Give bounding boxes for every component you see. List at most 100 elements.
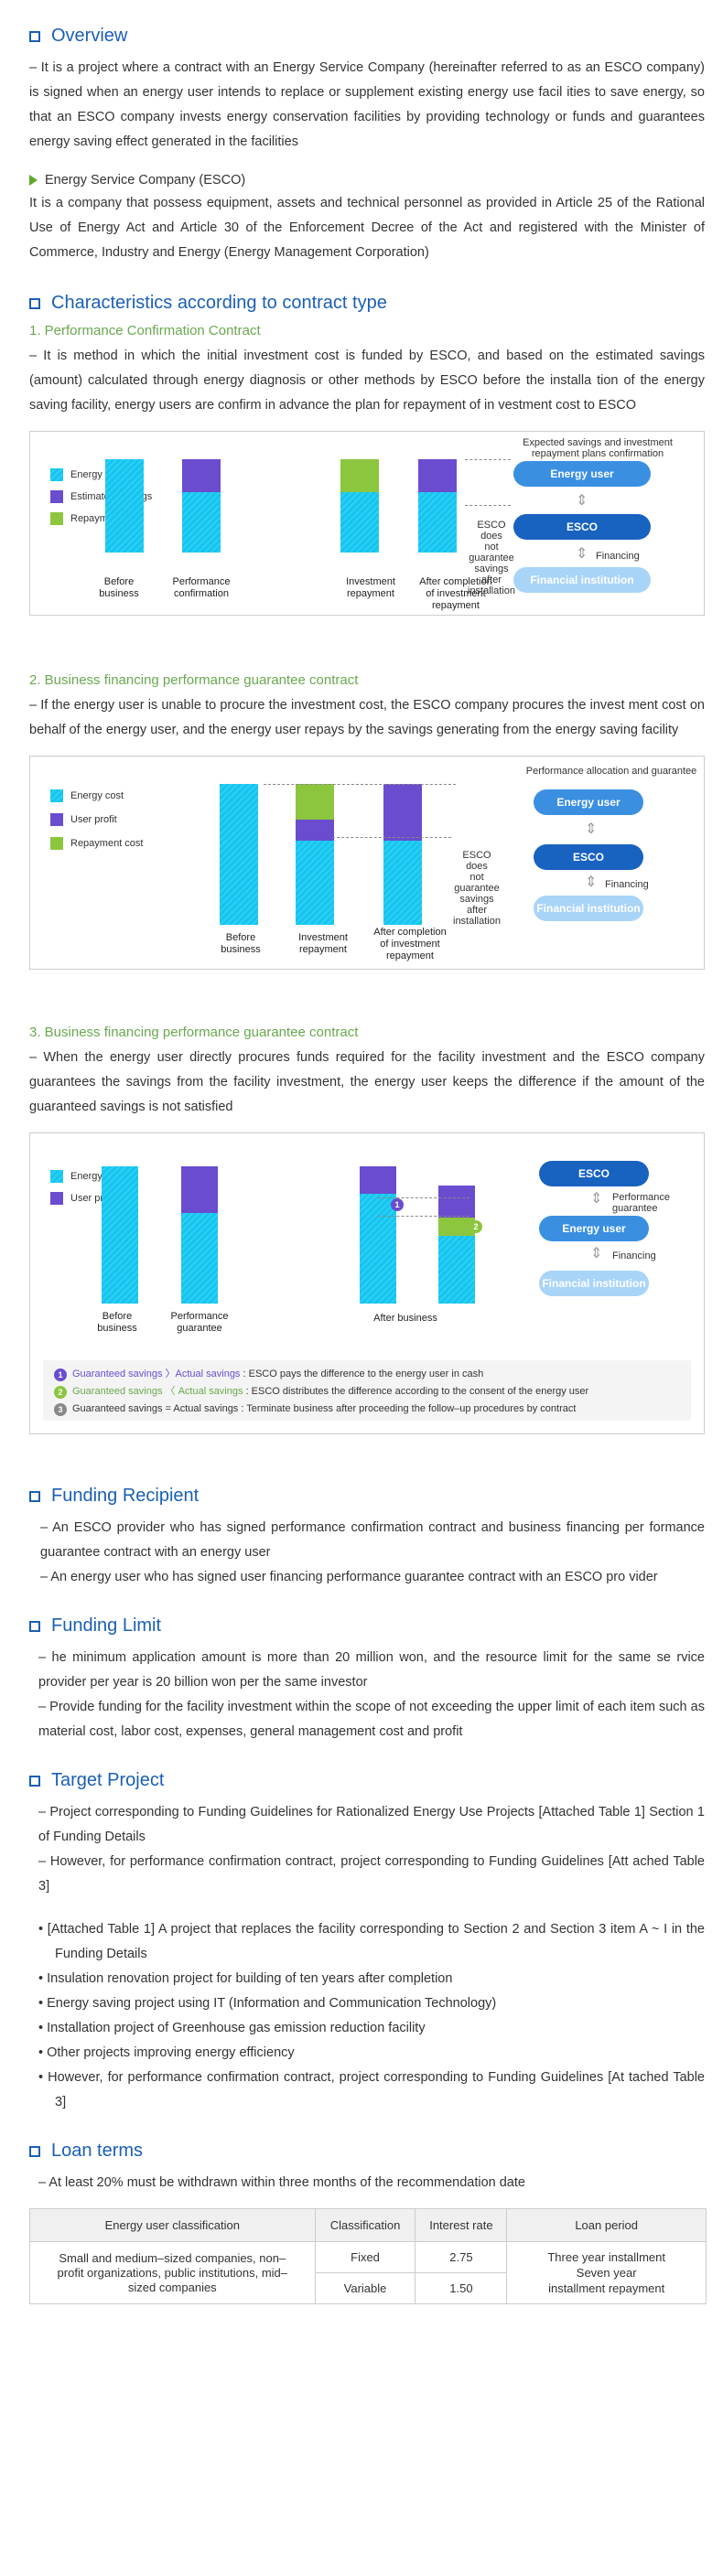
legend-label: Energy cost	[70, 790, 124, 801]
x-label: Performance confirmation	[156, 576, 247, 600]
dashed-guide	[332, 837, 451, 838]
contract-type-3-text: – When the energy user directly procures…	[29, 1050, 705, 1114]
loan-terms-text: – At least 20% must be withdrawn within …	[38, 2175, 525, 2190]
note-condition: Guaranteed savings 〉Actual savings	[72, 1368, 241, 1379]
section-funding-limit: Funding Limit – he minimum application a…	[29, 1615, 705, 1744]
user-classification-cell: Small and medium–sized companies, non–pr…	[29, 2241, 316, 2304]
financing-label: Financing	[596, 551, 640, 562]
note-action: : Terminate business after proceeding th…	[241, 1403, 577, 1414]
legend-user-profit: User profit	[50, 813, 117, 826]
square-bullet-icon	[29, 297, 40, 309]
square-bullet-icon	[29, 1775, 40, 1787]
target-item: – However, for performance confirmation …	[38, 1854, 705, 1894]
recipient-item: – An energy user who has signed user fin…	[40, 1570, 658, 1584]
table-header: Loan period	[506, 2208, 707, 2242]
diagram-performance-confirmation: Energy cost Estimated savings Repayment …	[29, 431, 705, 616]
performance-guarantee-label: Performance guarantee	[612, 1192, 670, 1214]
bar-energy-cost	[438, 1232, 475, 1304]
section-title: Funding Recipient	[29, 1486, 705, 1507]
x-label-text: Before business	[221, 932, 261, 955]
loan-period-cell: Three year installment Seven year instal…	[506, 2241, 707, 2304]
bar-repayment-cost	[296, 784, 334, 820]
diagram-performance-guarantee: Energy cost User profit 1 2 Before busin…	[29, 1132, 705, 1434]
interest-rate-cell: 2.75	[415, 2241, 508, 2273]
target-bullet: • However, for performance confirmation …	[38, 2070, 705, 2109]
classification-cell: Variable	[314, 2272, 416, 2304]
esco-heading-text: Energy Service Company (ESCO)	[45, 173, 246, 188]
section-title: Loan terms	[29, 2141, 705, 2162]
bar-estimated-savings	[418, 459, 457, 492]
bar-energy-cost	[360, 1194, 396, 1304]
x-label: After completion of investment repayment	[360, 927, 460, 962]
legend-swatch	[50, 512, 63, 525]
x-label: Before business	[81, 1311, 154, 1335]
bar-energy-cost	[182, 491, 221, 553]
number-3-icon: 3	[54, 1402, 67, 1416]
esco-heading: Energy Service Company (ESCO)	[29, 173, 705, 188]
up-down-arrow-icon: ⇕	[576, 546, 588, 562]
legend-swatch	[50, 789, 63, 802]
square-bullet-icon	[29, 30, 40, 42]
x-label-text: Before business	[97, 1311, 137, 1334]
up-down-arrow-icon: ⇕	[590, 1191, 603, 1207]
square-bullet-icon	[29, 2145, 40, 2157]
note-row-2: 2 Guaranteed savings 〈 Actual savings : E…	[54, 1383, 680, 1401]
section-title: Overview	[29, 26, 705, 47]
number-2-icon: 2	[54, 1385, 67, 1399]
legend-swatch	[50, 1192, 63, 1205]
esco-no-guarantee-note: ESCO does not guarantee savings after in…	[468, 520, 515, 596]
x-label: Before business	[209, 932, 273, 956]
table-row: Variable 1.50	[30, 2272, 707, 2304]
contract-type-2-title: 2. Business financing performance guaran…	[29, 672, 359, 688]
bar-excess-savings	[438, 1218, 475, 1236]
target-bullet: • Other projects improving energy effici…	[38, 2045, 295, 2060]
x-label-text: Investment repayment	[346, 576, 395, 599]
target-project-title: Target Project	[51, 1770, 165, 1790]
table-row: Small and medium–sized companies, non–pr…	[29, 2241, 707, 2304]
legend-swatch	[50, 468, 63, 481]
target-bullet: • [Attached Table 1] A project that repl…	[38, 1922, 705, 1961]
overview-title: Overview	[51, 26, 128, 46]
section-characteristics: Characteristics according to contract ty…	[29, 293, 705, 1434]
bar-repayment-cost	[340, 459, 379, 492]
legend-label: Repayment cost	[70, 838, 144, 849]
bar-energy-cost	[102, 1166, 138, 1304]
number-1-icon: 1	[391, 1198, 404, 1211]
up-down-arrow-icon: ⇕	[585, 821, 598, 837]
bar-user-profit	[360, 1166, 396, 1194]
note-action: : ESCO pays the difference to the energy…	[243, 1368, 484, 1379]
bar-energy-cost	[105, 459, 144, 553]
loan-terms-title: Loan terms	[51, 2141, 144, 2161]
bar-energy-cost	[220, 784, 258, 925]
table-header: Classification	[314, 2208, 416, 2242]
diagram-business-financing: Energy cost User profit Repayment cost B…	[29, 756, 705, 970]
contract-type-1-title: 1. Performance Confirmation Contract	[29, 323, 261, 338]
number-2-icon: 2	[469, 1220, 482, 1233]
loan-terms-table: Energy user classification Classificatio…	[29, 2208, 707, 2304]
dashed-guide	[465, 505, 511, 506]
classification-cell: Fixed	[314, 2241, 416, 2273]
bar-energy-cost	[340, 491, 379, 553]
x-label: After business	[351, 1313, 460, 1325]
table-header-row: Energy user classification Classificatio…	[29, 2208, 707, 2242]
energy-user-pill: Energy user	[539, 1216, 649, 1241]
table-header: Energy user classification	[29, 2208, 316, 2242]
limit-item: – Provide funding for the facility inves…	[38, 1700, 705, 1739]
limit-item: – he minimum application amount is more …	[38, 1650, 705, 1690]
bar-energy-cost	[181, 1213, 218, 1304]
x-label-text: After business	[373, 1313, 437, 1324]
financing-label: Financing	[605, 879, 649, 890]
diagram-right-title: Expected savings and investment repaymen…	[523, 437, 673, 459]
section-title: Characteristics according to contract ty…	[29, 293, 705, 314]
bar-user-profit	[181, 1166, 218, 1213]
x-label-text: Investment repayment	[298, 932, 348, 955]
interest-rate-cell: 1.50	[415, 2272, 508, 2304]
legend-swatch	[50, 837, 63, 850]
legend-swatch	[50, 490, 63, 503]
section-funding-recipient: Funding Recipient – An ESCO provider who…	[29, 1486, 705, 1590]
x-label-text: Before business	[99, 576, 139, 599]
bar-estimated-savings	[182, 459, 221, 492]
target-item: – Project corresponding to Funding Guide…	[38, 1805, 705, 1844]
up-down-arrow-icon: ⇕	[590, 1246, 603, 1261]
x-label-text: Performance guarantee	[170, 1311, 229, 1334]
